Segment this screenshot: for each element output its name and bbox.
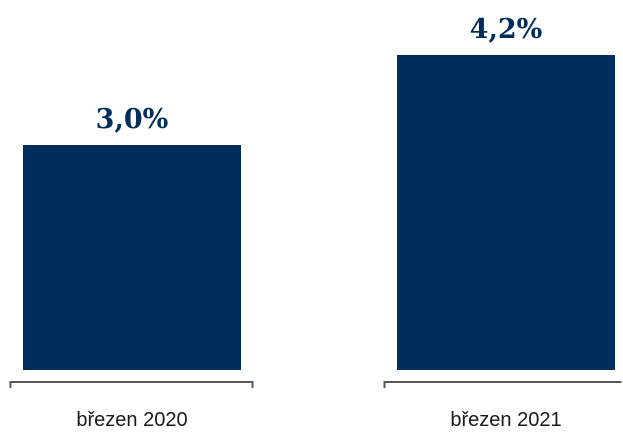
axis-segment-2 <box>383 381 622 388</box>
category-labels-group: březen 2020 březen 2021 <box>76 409 561 431</box>
category-axis <box>9 381 622 388</box>
bar-1 <box>23 145 241 370</box>
data-label-1: 3,0% <box>96 104 169 135</box>
axis-segment-1 <box>9 381 254 388</box>
category-label-1: březen 2020 <box>76 409 187 431</box>
data-labels-group: 3,0% 4,2% <box>96 14 543 135</box>
bars-group <box>23 55 615 370</box>
bar-2 <box>397 55 615 370</box>
data-label-2: 4,2% <box>470 14 543 45</box>
category-label-2: březen 2021 <box>450 409 561 431</box>
